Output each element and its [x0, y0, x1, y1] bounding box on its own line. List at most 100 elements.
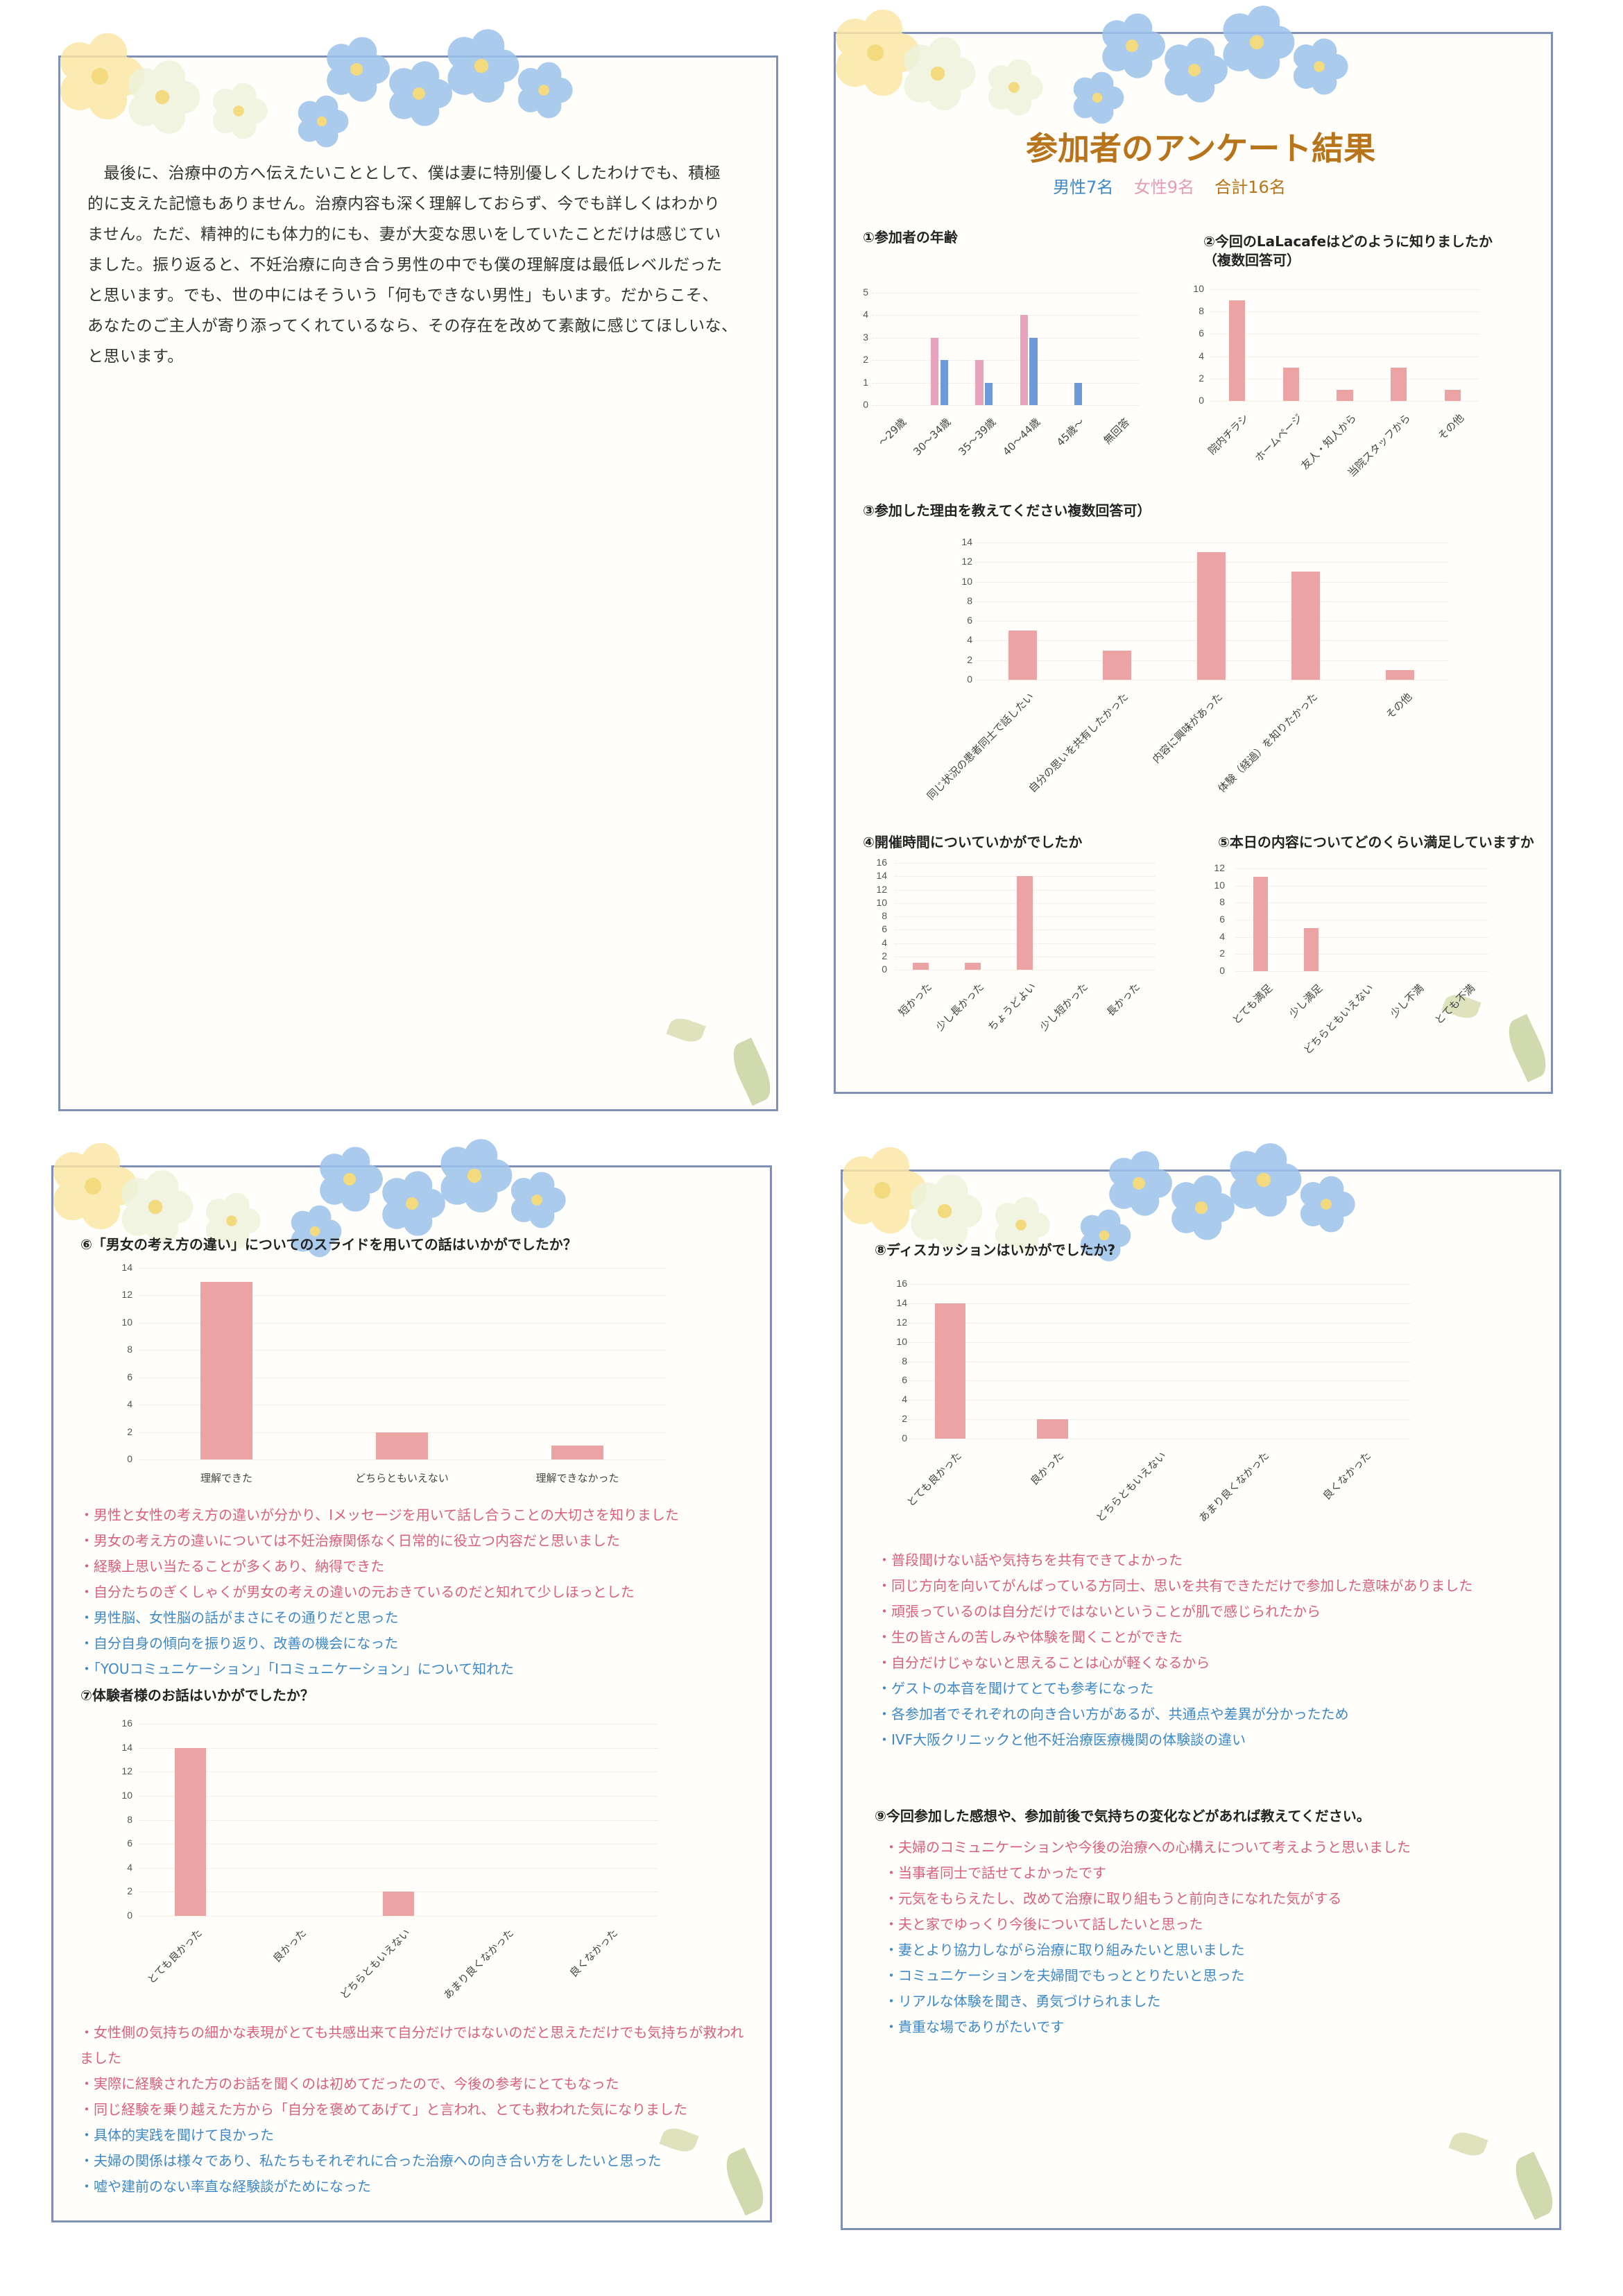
y-tick-label: 10	[896, 1335, 907, 1347]
gridline	[873, 382, 1140, 384]
y-tick-label: 2	[882, 950, 887, 961]
gridline	[139, 1819, 658, 1821]
bar	[1444, 389, 1461, 401]
page-3-frame	[51, 1165, 772, 2222]
comment-item: ・夫婦の関係は様々であり、私たちもそれぞれに合った治療への向き合い方をしたいと思…	[80, 2152, 662, 2169]
y-tick-label: 2	[967, 653, 972, 665]
y-tick-label: 4	[127, 1398, 132, 1410]
gridline	[139, 1795, 658, 1797]
gridline	[139, 1459, 665, 1460]
gridline	[139, 1867, 658, 1869]
flower-icon	[382, 1171, 445, 1236]
gridline	[899, 1342, 1411, 1343]
gridline	[1210, 401, 1479, 402]
y-tick-label: 0	[863, 399, 868, 410]
y-tick-label: 0	[1219, 965, 1225, 976]
bar	[1229, 300, 1246, 401]
gridline	[1235, 936, 1488, 938]
bar	[1008, 631, 1037, 680]
flower-icon	[1300, 1176, 1355, 1233]
flower-icon	[1080, 1209, 1131, 1262]
flower-icon	[1293, 38, 1348, 95]
gridline	[139, 1268, 665, 1269]
flower-icon	[389, 61, 452, 126]
bar	[1253, 877, 1269, 971]
y-tick-label: 14	[961, 536, 972, 547]
comment-item: ・嘘や建前のない率直な経験談がためになった	[80, 2178, 371, 2195]
gridline	[899, 1419, 1411, 1421]
comment-item: ・男女の考え方の違いについては不妊治療関係なく日常的に役立つ内容だと思いました	[80, 1532, 620, 1549]
chart-title: ②今回のLaLacafeはどのように知りましたか	[1203, 233, 1493, 250]
flower-icon	[121, 1170, 194, 1244]
comment-item: ・具体的実践を聞けて良かった	[80, 2127, 274, 2143]
bar	[1282, 367, 1300, 401]
flower-icon	[298, 95, 349, 148]
y-tick-label: 14	[876, 870, 887, 882]
y-tick-label: 16	[121, 1717, 132, 1729]
y-tick-label: 10	[121, 1789, 132, 1801]
flower-icon	[327, 37, 390, 102]
bar	[1197, 552, 1226, 680]
flower-icon	[1109, 1151, 1172, 1216]
comment-item: ・女性側の気持ちの細かな表現がとても共感出来て自分だけではないのだと思えただけで…	[80, 2024, 744, 2066]
comment-item: ・生の皆さんの苦しみや体験を聞くことができた	[877, 1629, 1183, 1645]
chart-title: ④開催時間についていかがでしたか	[863, 834, 1083, 850]
flower-icon	[988, 59, 1043, 116]
bar	[1386, 669, 1415, 680]
message-line: と思います。	[87, 348, 184, 366]
bar	[1029, 337, 1038, 405]
y-tick-label: 1	[863, 376, 868, 388]
y-tick-label: 12	[121, 1765, 132, 1777]
y-tick-label: 0	[1199, 395, 1204, 406]
y-tick-label: 8	[127, 1344, 132, 1355]
chart-title: ①参加者の年齢	[863, 229, 958, 246]
y-tick-label: 2	[1219, 948, 1225, 959]
message-line: 最後に、治療中の方へ伝えたいこととして、僕は妻に特別優しくしたわけでも、積極	[87, 164, 721, 182]
y-tick-label: 10	[1214, 879, 1225, 891]
y-tick-label: 4	[863, 309, 868, 320]
bar	[1102, 650, 1131, 680]
question-9-title: ⑨今回参加した感想や、参加前後で気持ちの変化などがあれば教えてください。	[875, 1808, 1371, 1824]
gridline	[139, 1350, 665, 1351]
comment-item: ・頑張っているのは自分だけではないということが肌で感じられたから	[877, 1603, 1321, 1620]
bar	[1337, 389, 1353, 401]
y-tick-label: 4	[902, 1394, 907, 1405]
bar	[1291, 572, 1321, 680]
gridline	[895, 863, 1155, 864]
message-line: と思います。でも、世の中にはそういう「何もできない男性」もいます。だからこそ、	[87, 286, 719, 305]
comment-item: ・男性と女性の考え方の違いが分かり、Iメッセージを用いて話し合うことの大切さを知…	[80, 1507, 679, 1523]
flower-icon	[911, 1174, 983, 1248]
comment-item: ・妻とより協力しながら治療に取り組みたいと思いました	[884, 1942, 1245, 1958]
y-tick-label: 3	[863, 331, 868, 343]
bar	[913, 963, 929, 970]
bar	[1020, 315, 1029, 405]
flower-icon	[1102, 13, 1165, 78]
flower-icon	[440, 1139, 513, 1213]
comment-item: ・「YOUコミュニケーション」「Iコミュニケーション」について知れた	[80, 1661, 515, 1677]
y-tick-label: 10	[121, 1316, 132, 1328]
y-tick-label: 5	[863, 286, 868, 298]
comment-item: ・自分だけじゃないと思えることは心が軽くなるから	[877, 1654, 1210, 1671]
bar	[984, 382, 993, 405]
y-tick-label: 8	[1199, 305, 1204, 317]
y-tick-label: 12	[1214, 862, 1225, 873]
flower-icon	[842, 1147, 927, 1234]
chart-subtitle: （複数回答可）	[1203, 252, 1300, 268]
y-tick-label: 14	[121, 1741, 132, 1753]
comment-item: ・同じ方向を向いてがんばっている方同士、思いを共有できただけで参加した意味があり…	[877, 1577, 1473, 1594]
gridline	[139, 1295, 665, 1296]
bar	[975, 360, 984, 405]
y-tick-label: 12	[121, 1289, 132, 1301]
gridline	[873, 360, 1140, 361]
bar	[930, 337, 939, 405]
y-tick-label: 4	[1199, 350, 1204, 361]
comment-item: ・夫婦のコミュニケーションや今後の治療への心構えについて考えようと思いました	[884, 1839, 1411, 1856]
bar	[375, 1432, 429, 1459]
bar	[200, 1281, 253, 1459]
comment-item: ・同じ経験を乗り越えた方から「自分を褒めてあげて」と言われ、とても救われた気にな…	[80, 2101, 687, 2118]
y-tick-label: 2	[863, 354, 868, 366]
flower-icon	[291, 1205, 342, 1258]
y-tick-label: 4	[127, 1861, 132, 1873]
gridline	[1235, 902, 1488, 904]
page-1-frame	[58, 55, 778, 1111]
